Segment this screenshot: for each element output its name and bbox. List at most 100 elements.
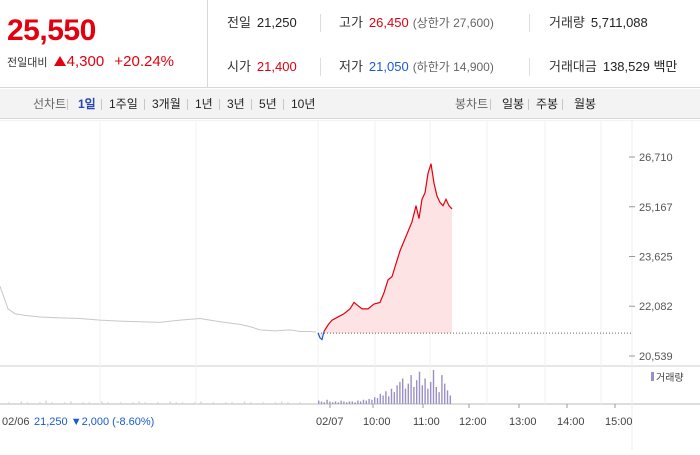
volume-bar-today [326,399,328,404]
volume-bar-today [410,375,412,404]
tab-period-5y[interactable]: 5년 [259,97,277,111]
volume-bar-prev [14,403,16,404]
volume-bar-today [357,400,359,404]
tab-candle-weekly[interactable]: 주봉 [536,97,559,111]
stats-grid: 전일 21,250 고가 26,450 (상한가 27,600) 거래량 5,711,0… [208,0,700,88]
volume-bar-prev [262,402,264,404]
volume-bar-prev [57,403,60,404]
today-price-line-down [317,331,325,341]
volume-bar-prev [39,402,41,404]
volume-bar-prev [70,401,72,404]
volume-bar-today [374,397,376,404]
divider [67,99,68,110]
volume-bar-today [416,380,418,404]
divider [251,99,252,110]
tab-period-1w[interactable]: 1주일 [109,97,138,111]
volume-bar-prev [2,403,4,404]
change-percent: +20.24% [114,53,175,70]
time-tick-label: 11:00 [413,416,440,428]
chart-tab-bar: 선차트 1일 1주일 3개월 1년 3년 5년 10년 봉차트 일봉 주봉 월봉 [0,89,700,119]
volume-legend-swatch [651,372,654,381]
volume-bar-prev [51,402,53,404]
volume-bar-today [413,387,415,404]
volume-bar-prev [299,402,301,404]
volume-bars: 거래량 [2,370,684,404]
volume-bar-prev [33,403,35,404]
volume-bar-prev [107,402,109,404]
volume-bar-today [402,378,404,404]
volume-bar-prev [163,403,165,404]
divider [562,99,563,110]
time-axis: 02/07 10:00 11:00 12:00 13:00 14:00 15:00 02/06… [2,404,633,428]
volume-bar-today [368,398,370,404]
volume-bar-today [365,400,367,404]
tab-period-3y[interactable]: 3년 [227,97,245,111]
volume-bar-prev [113,403,115,404]
volume-bar-prev [212,402,215,404]
time-tick-label: 02/07 [316,416,344,428]
volume-bar-prev [305,403,308,404]
change-label: 전일대비 [7,57,48,69]
volume-bar-prev [138,401,140,404]
divider [529,58,530,76]
volume-bar-today [399,381,401,404]
volume-bar-prev [101,401,103,404]
tab-period-1y[interactable]: 1년 [195,97,213,111]
volume-bar-prev [256,403,258,404]
volume-bar-today [449,395,451,404]
volume-bar-today [446,390,449,404]
volume-bar-today [430,381,432,404]
volume-bar-today [371,399,373,404]
volume-bar-today [421,385,423,404]
prev-day-info: 21,250 ▼2,000 (-8.60%) [34,416,154,428]
tab-candle-daily[interactable]: 일봉 [502,97,525,111]
divider [528,99,529,110]
stat-high: 고가 26,450 (상한가 27,600) [339,15,494,30]
volume-bar-today [354,402,356,404]
volume-bar-today [444,383,446,404]
divider [320,14,321,32]
volume-bar-today [396,385,398,404]
volume-bar-prev [243,401,246,404]
today-area-fill [318,163,452,340]
volume-bar-today [424,378,426,404]
up-arrow-icon [53,56,66,66]
volume-bar-prev [150,403,153,404]
volume-bar-today [332,402,334,404]
price-box: 25,550 전일대비 4,300 +20.24% [0,0,208,88]
divider [490,99,491,110]
price-tick-label: 26,710 [639,152,673,164]
time-tick-label: 15:00 [605,416,633,428]
tab-period-10y[interactable]: 10년 [291,97,316,111]
tab-period-1d[interactable]: 1일 [78,97,96,111]
divider [187,99,188,110]
today-fill-area [318,163,452,340]
volume-bar-today [435,387,437,404]
price-tick-label: 20,539 [639,351,673,363]
volume-bar-today [348,401,351,404]
volume-bar-today [362,399,365,404]
divider [320,58,321,76]
divider [101,99,102,110]
tab-candle-monthly[interactable]: 월봉 [574,97,597,111]
volume-bar-prev [144,402,146,404]
tab-period-3m[interactable]: 3개월 [152,97,181,111]
prev-day-label: 02/06 [2,416,30,428]
price-tick-label: 25,167 [639,202,673,214]
volume-bar-today [438,392,440,404]
volume-bar-prev [88,402,91,404]
volume-bar-prev [287,402,289,404]
volume-bar-prev [274,402,277,404]
volume-bar-prev [8,402,10,404]
volume-bar-prev [281,401,283,404]
volume-bar-today [376,398,379,404]
volume-bar-today [382,395,384,404]
volume-bar-today [337,402,339,404]
volume-bar-prev [82,402,84,404]
time-tick-label: 13:00 [509,416,537,428]
candle-chart-label: 봉차트 [455,97,489,111]
volume-bar-today [407,383,409,404]
current-price: 25,550 [7,14,96,47]
volume-bar-today [318,400,320,404]
volume-bar-prev [181,402,184,404]
